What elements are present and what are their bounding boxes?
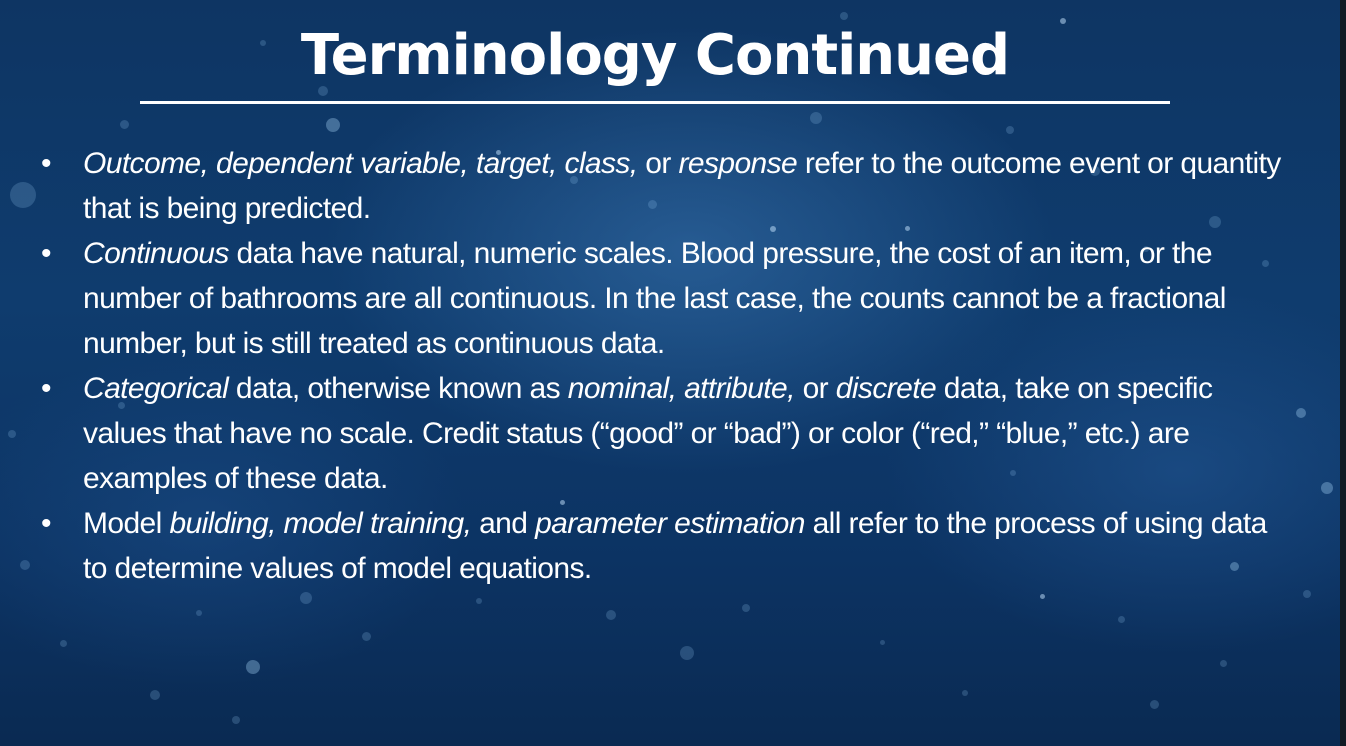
bokeh-dot	[150, 690, 160, 700]
bullet-item-categorical: • Categorical data, otherwise known as n…	[36, 366, 1286, 501]
bokeh-dot	[1321, 482, 1333, 494]
bokeh-dot	[120, 120, 129, 129]
bokeh-dot	[1220, 660, 1227, 667]
bullet-item-outcome: • Outcome, dependent variable, target, c…	[36, 141, 1286, 231]
bokeh-dot	[20, 560, 30, 570]
bokeh-dot	[606, 610, 616, 620]
bullet-segment: discrete	[835, 372, 937, 405]
bullet-segment: building, model training,	[169, 507, 472, 540]
bokeh-dot	[362, 632, 371, 641]
bokeh-dot	[10, 182, 36, 208]
bullet-text: Categorical data, otherwise known as nom…	[83, 372, 1213, 495]
bullet-text: Outcome, dependent variable, target, cla…	[83, 147, 1281, 225]
bullet-segment: nominal, attribute,	[567, 372, 796, 405]
bullet-segment: data, take on specific values that have …	[83, 372, 1213, 495]
bullet-segment: all refer to the process of using data t…	[83, 507, 1267, 585]
bullet-segment: Continuous	[83, 237, 229, 270]
bullet-icon: •	[41, 372, 52, 405]
bullet-item-continuous: • Continuous data have natural, numeric …	[36, 231, 1286, 366]
bullet-icon: •	[41, 237, 52, 270]
bokeh-dot	[1296, 408, 1306, 418]
bokeh-dot	[196, 610, 202, 616]
bullet-segment: or	[637, 147, 679, 180]
bullet-segment: Outcome, dependent variable, target, cla…	[83, 147, 638, 180]
slide-edge	[1340, 0, 1346, 746]
bokeh-dot	[232, 716, 240, 724]
bullet-item-model-building: • Model building, model training, and pa…	[36, 501, 1286, 591]
bullet-segment: Model	[83, 507, 170, 540]
bullet-icon: •	[41, 147, 52, 180]
bokeh-dot	[880, 640, 885, 645]
bullet-segment: refer to the outcome event or quantity t…	[83, 147, 1281, 225]
slide-title: Terminology Continued	[300, 23, 1010, 88]
bullet-segment: or	[794, 372, 836, 405]
bokeh-dot	[1040, 594, 1045, 599]
bullet-segment: data, otherwise known as	[228, 372, 568, 405]
title-underline	[140, 101, 1170, 104]
bullet-segment: Categorical	[83, 372, 229, 405]
bokeh-dot	[810, 112, 822, 124]
bullet-segment: and	[471, 507, 536, 540]
bokeh-dot	[326, 118, 340, 132]
bokeh-dot	[742, 604, 750, 612]
bullet-list: • Outcome, dependent variable, target, c…	[36, 141, 1286, 591]
bullet-icon: •	[41, 507, 52, 540]
bokeh-dot	[60, 640, 67, 647]
bullet-segment: response	[678, 147, 798, 180]
bokeh-dot	[246, 660, 260, 674]
bullet-text: Model building, model training, and para…	[83, 507, 1267, 585]
bokeh-dot	[962, 690, 968, 696]
bokeh-dot	[300, 592, 312, 604]
bokeh-dot	[1006, 126, 1014, 134]
bokeh-dot	[1150, 700, 1159, 709]
bullet-text: Continuous data have natural, numeric sc…	[83, 237, 1226, 360]
bokeh-dot	[680, 646, 694, 660]
bokeh-dot	[1303, 590, 1311, 598]
bokeh-dot	[8, 430, 16, 438]
bokeh-dot	[476, 598, 482, 604]
bullet-segment: data have natural, numeric scales. Blood…	[83, 237, 1226, 360]
bokeh-dot	[1118, 616, 1125, 623]
bokeh-dot	[840, 12, 848, 20]
bullet-segment: parameter estimation	[535, 507, 805, 540]
